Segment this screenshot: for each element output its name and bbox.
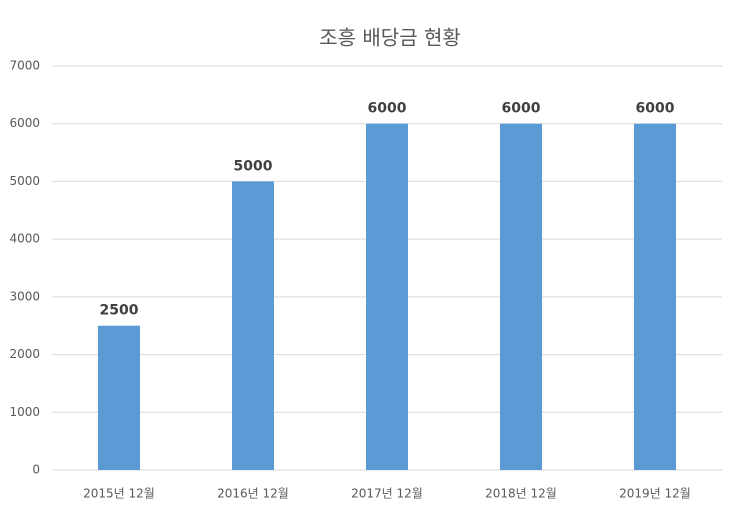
x-tick-label: 2016년 12월	[217, 487, 289, 501]
x-tick-label: 2019년 12월	[619, 487, 691, 501]
x-tick-label: 2015년 12월	[83, 487, 155, 501]
bar	[500, 123, 542, 470]
data-label: 6000	[636, 101, 675, 117]
data-label: 6000	[368, 101, 407, 117]
data-label: 2500	[100, 303, 139, 319]
bar	[98, 325, 140, 470]
y-tick-label: 7000	[9, 59, 40, 73]
y-tick-label: 3000	[9, 289, 40, 303]
bar	[366, 123, 408, 470]
y-tick-label: 1000	[9, 405, 40, 419]
bar	[232, 181, 274, 470]
y-tick-label: 0	[32, 463, 40, 477]
y-tick-label: 4000	[9, 232, 40, 246]
data-label: 6000	[502, 101, 541, 117]
x-tick-label: 2017년 12월	[351, 487, 423, 501]
y-tick-label: 5000	[9, 174, 40, 188]
bar	[634, 123, 676, 470]
x-tick-label: 2018년 12월	[485, 487, 557, 501]
chart-title: 조흥 배당금 현황	[319, 26, 461, 50]
y-tick-label: 2000	[9, 347, 40, 361]
y-tick-label: 6000	[9, 116, 40, 130]
data-label: 5000	[234, 158, 273, 174]
